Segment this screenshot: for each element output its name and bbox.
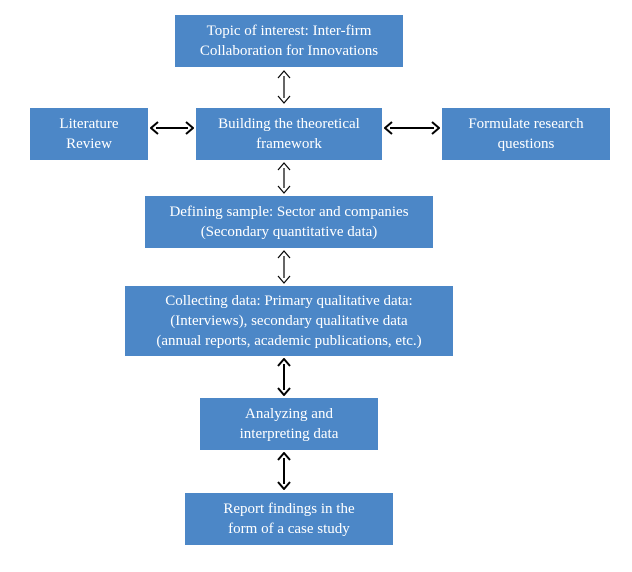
node-questions: Formulate researchquestions	[442, 108, 610, 160]
node-label: Topic of interest: Inter-firmCollaborati…	[200, 21, 378, 62]
node-sample: Defining sample: Sector and companies(Se…	[145, 196, 433, 248]
node-label: LiteratureReview	[59, 114, 118, 155]
double-arrow-icon	[275, 70, 293, 104]
node-lit-review: LiteratureReview	[30, 108, 148, 160]
node-collect: Collecting data: Primary qualitative dat…	[125, 286, 453, 356]
node-label: Analyzing andinterpreting data	[240, 404, 339, 445]
node-topic: Topic of interest: Inter-firmCollaborati…	[175, 15, 403, 67]
double-arrow-icon	[384, 119, 440, 137]
double-arrow-icon	[275, 250, 293, 284]
node-analyze: Analyzing andinterpreting data	[200, 398, 378, 450]
node-label: Collecting data: Primary qualitative dat…	[156, 291, 421, 352]
node-theory: Building the theoreticalframework	[196, 108, 382, 160]
node-report: Report findings in theform of a case stu…	[185, 493, 393, 545]
node-label: Defining sample: Sector and companies(Se…	[169, 202, 408, 243]
node-label: Building the theoreticalframework	[218, 114, 360, 155]
double-arrow-icon	[150, 119, 194, 137]
double-arrow-icon	[275, 452, 293, 490]
double-arrow-icon	[275, 358, 293, 396]
double-arrow-icon	[275, 162, 293, 194]
node-label: Formulate researchquestions	[468, 114, 583, 155]
node-label: Report findings in theform of a case stu…	[223, 499, 354, 540]
